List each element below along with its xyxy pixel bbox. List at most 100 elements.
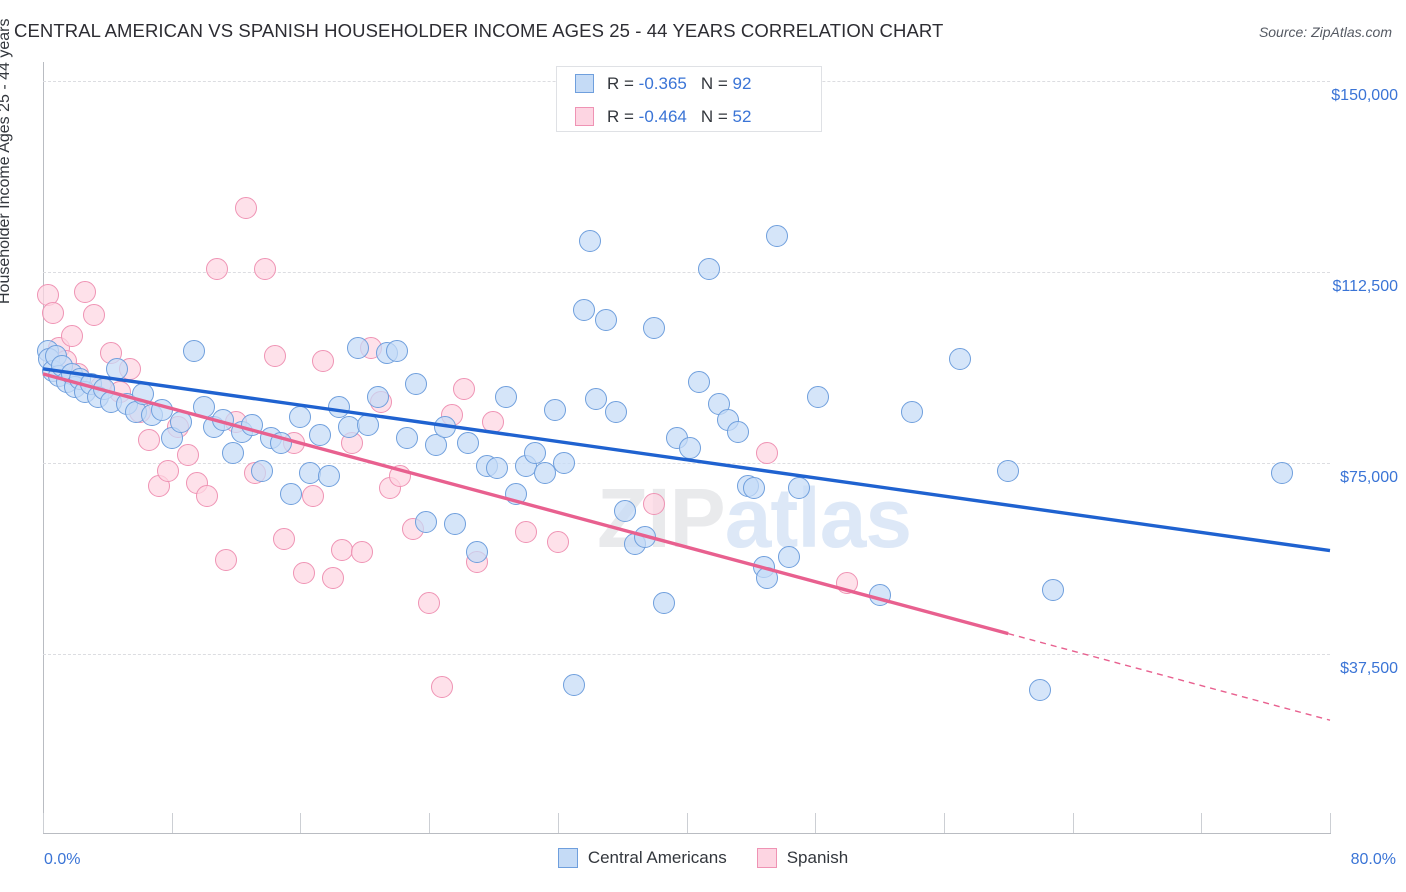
scatter-point[interactable] xyxy=(347,337,370,360)
scatter-point[interactable] xyxy=(328,395,350,418)
scatter-point[interactable] xyxy=(807,385,830,408)
scatter-point[interactable] xyxy=(311,350,334,373)
scatter-point[interactable] xyxy=(743,477,766,500)
scatter-point[interactable] xyxy=(495,385,518,408)
scatter-point[interactable] xyxy=(543,398,566,421)
x-axis-tick xyxy=(172,813,173,833)
scatter-point[interactable] xyxy=(836,571,859,594)
x-axis-tick xyxy=(43,813,44,833)
scatter-point[interactable] xyxy=(289,406,312,429)
legend-item-central-americans[interactable]: Central Americans xyxy=(557,848,727,868)
scatter-point[interactable] xyxy=(443,513,466,536)
scatter-point[interactable] xyxy=(524,441,547,464)
gridline xyxy=(43,272,1330,273)
scatter-point[interactable] xyxy=(366,385,389,408)
scatter-point[interactable] xyxy=(546,530,569,553)
stats-row-spanish: R = -0.464 N = 52 xyxy=(557,100,821,133)
scatter-point[interactable] xyxy=(430,676,453,699)
x-axis-tick xyxy=(558,813,559,833)
scatter-point[interactable] xyxy=(755,566,778,589)
scatter-point[interactable] xyxy=(504,482,527,505)
scatter-point[interactable] xyxy=(176,444,199,467)
scatter-point[interactable] xyxy=(553,452,576,474)
scatter-point[interactable] xyxy=(765,225,788,248)
scatter-point[interactable] xyxy=(1042,579,1065,602)
scatter-point[interactable] xyxy=(1270,462,1293,485)
scatter-point[interactable] xyxy=(418,592,441,615)
scatter-point[interactable] xyxy=(755,441,778,464)
scatter-point[interactable] xyxy=(405,373,428,396)
x-axis-tick xyxy=(1201,813,1202,833)
scatter-point[interactable] xyxy=(350,541,373,564)
scatter-point[interactable] xyxy=(726,421,749,444)
scatter-point[interactable] xyxy=(1029,678,1052,701)
scatter-point[interactable] xyxy=(270,431,293,454)
scatter-point[interactable] xyxy=(643,317,666,340)
scatter-point[interactable] xyxy=(698,258,721,281)
scatter-point[interactable] xyxy=(41,301,64,324)
scatter-point[interactable] xyxy=(778,546,801,569)
scatter-point[interactable] xyxy=(308,423,331,446)
scatter-point[interactable] xyxy=(604,401,627,424)
scatter-point[interactable] xyxy=(241,413,264,436)
scatter-point[interactable] xyxy=(614,500,637,523)
scatter-point[interactable] xyxy=(788,477,811,500)
scatter-point[interactable] xyxy=(192,395,215,418)
scatter-point[interactable] xyxy=(868,584,891,607)
y-axis-tick-label: $75,000 xyxy=(1340,469,1398,486)
scatter-point[interactable] xyxy=(215,548,238,571)
correlation-stats-legend: R = -0.365 N = 92 R = -0.464 N = 52 xyxy=(556,66,822,132)
scatter-point[interactable] xyxy=(900,401,923,424)
scatter-point[interactable] xyxy=(138,429,161,452)
scatter-point[interactable] xyxy=(170,411,193,434)
scatter-point[interactable] xyxy=(106,357,128,380)
scatter-point[interactable] xyxy=(331,538,354,561)
scatter-point[interactable] xyxy=(250,459,273,482)
scatter-point[interactable] xyxy=(73,281,96,304)
scatter-point[interactable] xyxy=(60,324,83,347)
scatter-point[interactable] xyxy=(643,492,666,515)
scatter-point[interactable] xyxy=(688,370,711,393)
scatter-point[interactable] xyxy=(321,566,344,589)
scatter-point[interactable] xyxy=(389,464,412,487)
scatter-point[interactable] xyxy=(254,258,276,281)
scatter-point[interactable] xyxy=(385,339,408,362)
scatter-point[interactable] xyxy=(234,197,257,220)
scatter-point[interactable] xyxy=(997,459,1020,482)
scatter-point[interactable] xyxy=(633,525,656,548)
scatter-point[interactable] xyxy=(678,436,701,459)
scatter-point[interactable] xyxy=(562,673,585,696)
scatter-point[interactable] xyxy=(157,459,180,482)
scatter-point[interactable] xyxy=(453,378,476,401)
scatter-point[interactable] xyxy=(514,520,537,543)
scatter-point[interactable] xyxy=(183,339,206,362)
scatter-point[interactable] xyxy=(434,416,457,439)
scatter-point[interactable] xyxy=(572,299,595,322)
scatter-point[interactable] xyxy=(948,347,971,370)
scatter-point[interactable] xyxy=(595,309,618,332)
scatter-point[interactable] xyxy=(395,426,418,449)
legend-swatch-central-americans-icon xyxy=(557,848,578,868)
stats-r-prefix-ca: R = xyxy=(607,73,639,93)
scatter-point[interactable] xyxy=(414,510,437,533)
scatter-point[interactable] xyxy=(273,528,296,551)
scatter-point[interactable] xyxy=(585,388,608,411)
scatter-point[interactable] xyxy=(356,413,379,436)
scatter-point[interactable] xyxy=(485,457,508,480)
scatter-point[interactable] xyxy=(652,592,675,615)
stats-r-prefix-sp: R = xyxy=(607,106,639,126)
scatter-point[interactable] xyxy=(131,383,154,406)
scatter-point[interactable] xyxy=(279,482,302,505)
scatter-point[interactable] xyxy=(482,411,505,434)
scatter-point[interactable] xyxy=(578,230,601,253)
legend-item-spanish[interactable]: Spanish xyxy=(756,848,848,868)
scatter-point[interactable] xyxy=(302,485,325,508)
scatter-point[interactable] xyxy=(263,345,286,368)
scatter-point[interactable] xyxy=(196,485,219,508)
scatter-point[interactable] xyxy=(83,304,106,327)
scatter-point[interactable] xyxy=(221,441,244,464)
scatter-point[interactable] xyxy=(292,561,315,584)
scatter-point[interactable] xyxy=(205,258,228,281)
scatter-point[interactable] xyxy=(318,464,341,487)
scatter-point[interactable] xyxy=(456,431,479,454)
